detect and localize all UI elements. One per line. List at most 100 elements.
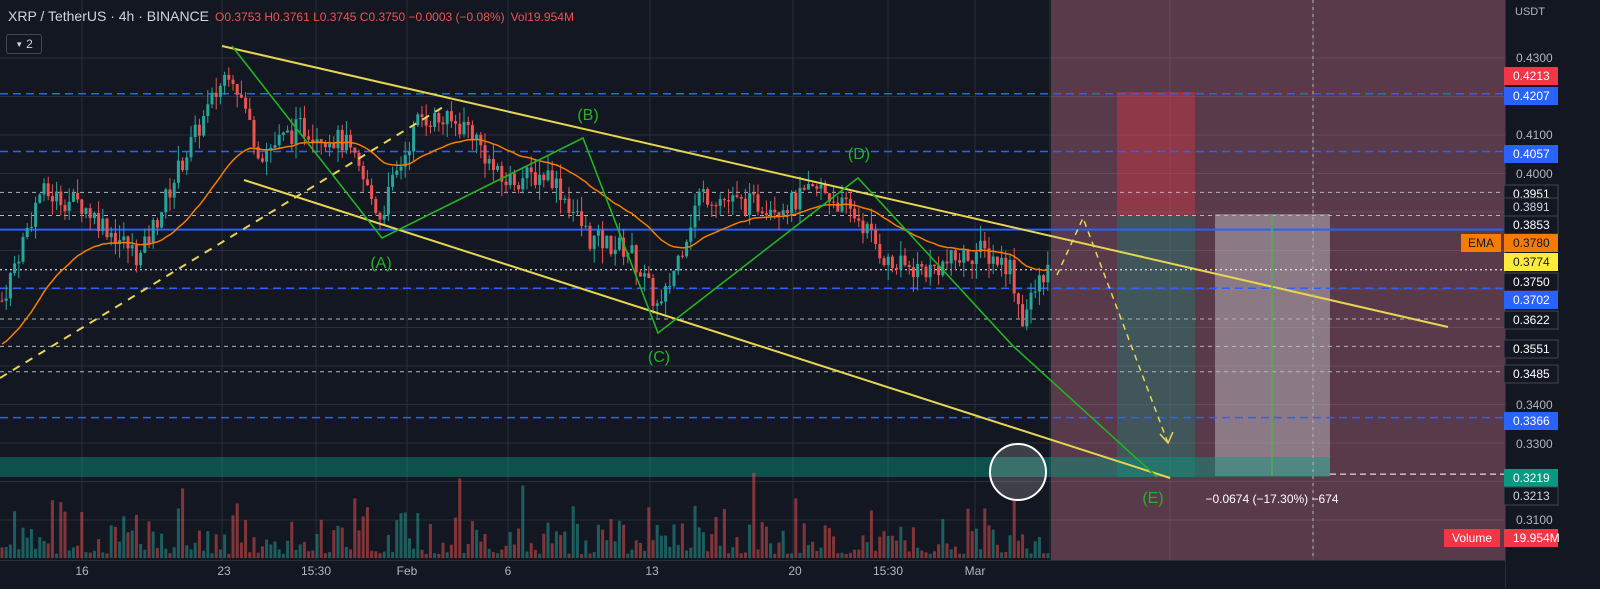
volume-bar [748,524,752,558]
trendline [243,179,1171,479]
volume-bar [722,508,726,558]
candle-body [533,172,537,185]
candle-body [538,174,542,185]
candle-body [42,183,46,195]
volume-bar [1033,541,1037,558]
candle-body [550,170,554,189]
candle-body [328,143,332,148]
volume-bar [760,522,764,558]
volume-bar [76,545,80,558]
stop-loss-zone [1117,92,1195,215]
candle-body [542,174,546,181]
volume-bar [92,550,96,558]
volume-bar [210,553,214,558]
candle-body [189,137,193,158]
candle-body [374,199,378,214]
volume-bar [974,528,978,558]
volume-bar [924,552,928,558]
volume-bar [281,553,285,558]
volume-bar [151,531,155,558]
volume-bar [823,525,827,558]
volume-bar [697,527,701,558]
wave-label: (C) [648,349,670,366]
candle-body [113,232,117,245]
candle-body [1012,259,1016,294]
volume-bar [340,527,344,558]
volume-bar [206,531,210,558]
candle-body [932,264,936,267]
candle-body [563,198,567,201]
candle-body [13,263,17,274]
volume-bar [811,541,815,558]
candle-body [151,220,155,244]
volume-bar [706,551,710,558]
volume-bar [294,549,298,558]
volume-bar [525,551,529,558]
candle-body [277,134,281,146]
wave-labels: (A) (B) (C) (D) (E) −0.0674 (−17.30%) −674 [370,107,1339,507]
candle-body [727,200,731,202]
candle-body [370,185,374,200]
candle-body [395,170,399,175]
candle-body [420,114,424,117]
symbol-title[interactable]: XRP / TetherUS · 4h · BINANCE [8,8,209,24]
volume-bar [903,540,907,558]
volume-bar [916,547,920,558]
candle-body [1016,293,1020,305]
volume-bar [55,553,59,558]
candle-body [67,201,71,212]
volume-bar [630,549,634,558]
volume-bar [416,513,420,558]
candle-body [529,167,533,173]
candle-body [853,208,857,219]
volume-bar [869,510,873,558]
candle-body [349,134,353,148]
candle-body [777,212,781,215]
wave-path [231,45,1158,478]
volume-bar [512,544,516,558]
volume-bar [403,512,407,558]
candle-body [609,235,613,255]
candle-body [428,125,432,127]
volume-bar [84,552,88,558]
candle-body [890,256,894,269]
volume-bar [302,541,306,558]
volume-bar [38,537,42,558]
candle-body [962,250,966,263]
volume-bar [437,553,441,558]
volume-bar [953,546,957,558]
candle-body [756,194,760,212]
candle-body [722,199,726,201]
candle-body [983,240,987,249]
volume-bar [504,545,508,558]
candle-body [256,146,260,159]
volume-bar [676,544,680,558]
candle-body [294,119,298,144]
volume-bar [130,530,134,558]
candle-body [172,182,176,198]
candle-body [865,223,869,234]
candle-body [521,178,525,190]
candle-body [546,170,550,181]
volume-bar [286,540,290,558]
volume-bar [181,488,185,558]
volume-bar [50,500,54,558]
time-axis[interactable] [0,560,1505,589]
candle-body [307,136,311,140]
trendline-dashed [0,103,449,379]
indicators-toggle[interactable]: ▼ 2 [6,34,42,54]
volume-bar [853,549,857,558]
candle-body [886,256,890,265]
candle-body [281,132,285,135]
candle-body [1008,259,1012,275]
volume-bar [441,542,445,558]
volume-bar [424,553,428,558]
volume-bar [25,537,29,558]
price-axis[interactable] [1505,0,1600,588]
candle-body [403,155,407,167]
drawings[interactable] [0,0,1449,560]
volume-bar [571,506,575,558]
volume-bar [29,529,33,558]
volume-bar [517,528,521,558]
